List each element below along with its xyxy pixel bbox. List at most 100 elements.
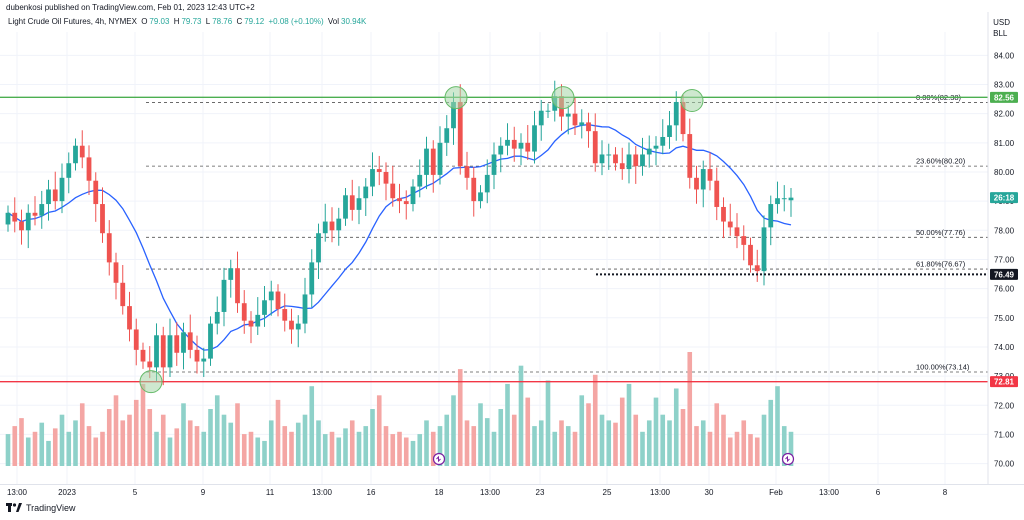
candle-body <box>613 154 618 164</box>
volume-bar <box>376 395 382 466</box>
volume-bar <box>511 414 517 466</box>
candle-body <box>181 332 186 353</box>
price-axis[interactable]: 84.0083.0082.0081.0080.0079.0078.0077.00… <box>987 12 1015 484</box>
volume-bar <box>437 426 443 466</box>
candle-body <box>721 206 726 222</box>
price-tag-label: 72.81 <box>994 378 1015 387</box>
candle-body <box>322 221 328 234</box>
footer-brand-label: TradingView <box>26 503 76 513</box>
candle-body <box>653 145 659 149</box>
volume-bar <box>66 431 72 466</box>
price-tick-label: 70.00 <box>994 460 1015 469</box>
volume-bar <box>39 422 45 466</box>
volume-bar <box>343 428 348 466</box>
volume-bar <box>687 352 693 466</box>
volume-bar <box>363 426 369 466</box>
price-tag-bg <box>990 268 1018 280</box>
volume-bar <box>417 434 423 466</box>
candle-body <box>565 113 571 117</box>
price-tick-label: 77.00 <box>994 255 1015 264</box>
candle-body <box>680 101 686 135</box>
footer-brand[interactable]: TradingView <box>6 503 76 513</box>
volume-bar <box>295 422 301 466</box>
price-tick-label: 75.00 <box>994 314 1015 323</box>
price-tags: 82.56 26:18 76.49 72.81 <box>990 91 1018 388</box>
time-tick-label: 11 <box>266 488 275 497</box>
candle-body <box>275 291 281 310</box>
volume-bar <box>46 440 51 466</box>
candle-body <box>700 169 706 190</box>
volume-bar <box>187 420 193 466</box>
candle-body <box>25 212 31 231</box>
candle-body <box>235 268 240 304</box>
event-icons[interactable] <box>432 452 795 466</box>
candle-body <box>599 154 605 164</box>
low-value: 78.76 <box>212 17 233 26</box>
candle-body <box>694 177 699 190</box>
candle-body <box>19 221 24 231</box>
volume-bar <box>167 437 173 466</box>
volume-bars <box>5 352 794 466</box>
volume-bar <box>127 414 132 466</box>
volume-bar <box>194 426 200 466</box>
candle-body <box>154 335 159 368</box>
candle-body <box>194 349 200 362</box>
candle-body <box>221 279 227 312</box>
candle-body <box>444 128 450 143</box>
candle-body <box>633 154 639 167</box>
volume-bar <box>302 414 308 466</box>
volume-bar <box>255 437 261 466</box>
price-tick-label: 83.00 <box>994 80 1015 89</box>
volume-bar <box>754 437 760 466</box>
volume-bar <box>532 426 537 466</box>
time-tick-label: 8 <box>943 488 948 497</box>
volume-bar <box>572 431 578 466</box>
currency-line1: USD <box>993 18 1010 27</box>
highlight-circle <box>551 86 575 110</box>
volume-bar <box>113 395 119 466</box>
candle-body <box>741 236 747 245</box>
volume-bar <box>741 420 747 466</box>
candle-body <box>174 335 180 353</box>
horizontal-lines[interactable] <box>0 96 988 383</box>
candle-body <box>255 314 261 327</box>
candle-body <box>437 142 443 175</box>
volume-bar <box>660 414 666 466</box>
price-tick-label: 74.00 <box>994 343 1015 352</box>
volume-bar <box>545 380 551 466</box>
volume-bar <box>336 437 342 466</box>
volume-bar <box>93 437 99 466</box>
volume-bar <box>397 431 402 466</box>
volume-bar <box>626 383 632 466</box>
volume-bar <box>410 440 416 466</box>
time-axis[interactable]: 13:00 2023 5 9 11 13:00 16 18 13:00 23 25 13:00 30 Fe… <box>7 488 948 497</box>
volume-bar <box>430 431 436 466</box>
time-tick-label: 16 <box>367 488 376 497</box>
volume-bar <box>100 431 105 466</box>
candle-body <box>316 233 321 263</box>
fibonacci-retracement[interactable]: 0.00%(82.38)23.60%(80.20)50.00%(77.76)61… <box>146 93 988 373</box>
volume-bar <box>646 420 652 466</box>
close-label: C <box>236 17 243 26</box>
price-tag-bg <box>990 91 1018 103</box>
time-tick-label: 23 <box>536 488 545 497</box>
volume-bar <box>451 395 456 466</box>
time-tick-label: 2023 <box>58 488 76 497</box>
volume-bar <box>235 403 240 466</box>
candle-body <box>295 323 301 330</box>
candle-body <box>754 265 760 272</box>
tradingview-logo-icon <box>6 503 22 512</box>
volume-bar <box>349 420 355 466</box>
candle-body <box>498 145 504 155</box>
highlight-circle <box>139 370 163 394</box>
volume-bar <box>356 431 362 466</box>
volume-bar <box>79 403 85 466</box>
candle-body <box>113 262 119 283</box>
volume-bar <box>640 431 645 466</box>
volume-bar <box>25 437 31 466</box>
open-label: O <box>141 17 148 26</box>
candle-body <box>606 154 612 156</box>
candle-body <box>120 282 126 307</box>
high-value: 79.73 <box>181 17 202 26</box>
